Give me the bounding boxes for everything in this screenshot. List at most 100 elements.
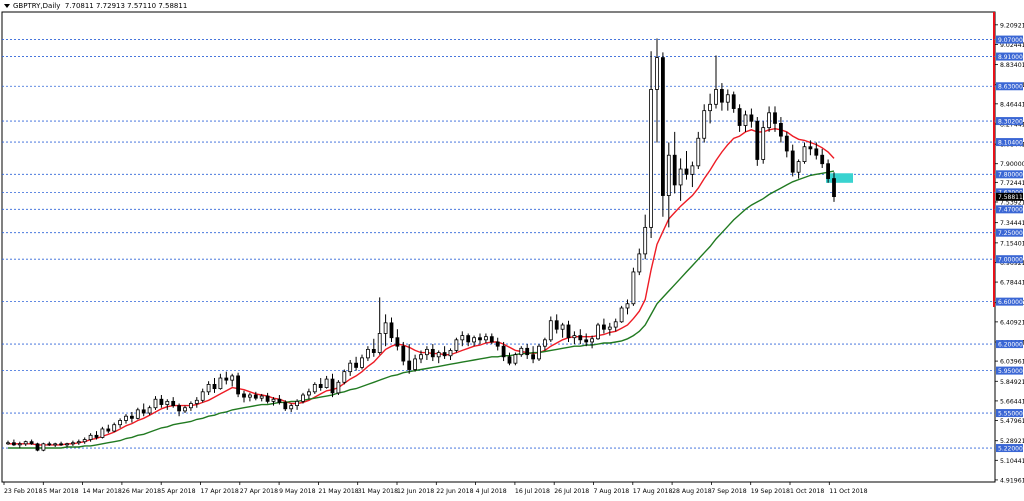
candle — [407, 344, 412, 374]
candle — [212, 378, 217, 393]
candle-body — [731, 94, 736, 109]
candle — [289, 403, 294, 412]
candle — [336, 380, 341, 396]
candle-body — [436, 352, 441, 358]
candle — [171, 397, 176, 408]
y-tick-label: 5.84921 — [1000, 379, 1024, 386]
candle — [259, 393, 264, 402]
y-tick-label: 5.10441 — [1000, 458, 1024, 465]
candle — [88, 433, 93, 442]
candle-body — [383, 322, 388, 334]
candle-body — [312, 383, 317, 393]
chart-header: GBPTRY,Daily 7.70811 7.72913 7.57110 7.5… — [4, 2, 187, 10]
candle-body — [194, 399, 199, 404]
candle — [65, 442, 69, 447]
candle — [135, 407, 140, 420]
candle-body — [466, 335, 471, 343]
candle — [767, 106, 771, 132]
candle-body — [537, 345, 541, 360]
candle-body — [324, 378, 329, 388]
candle — [306, 388, 311, 400]
level-tag-label: 8.63000 — [998, 84, 1023, 91]
candle-body — [6, 442, 10, 445]
y-tick-label: 5.47961 — [1000, 418, 1024, 425]
candle — [360, 354, 364, 370]
x-tick-label: 23 Feb 2018 — [4, 488, 43, 495]
candle — [578, 329, 583, 345]
candle-body — [82, 439, 87, 443]
level-tag — [996, 52, 1023, 61]
dropdown-triangle-icon[interactable] — [4, 4, 10, 8]
candle — [832, 172, 836, 202]
candle — [483, 333, 488, 344]
candle-body — [354, 362, 359, 368]
candle-body — [11, 442, 16, 446]
candle-body — [348, 362, 353, 373]
level-tag — [996, 117, 1023, 126]
candle-body — [696, 137, 701, 167]
candle-body — [572, 335, 577, 339]
y-tick-label: 7.34441 — [1000, 220, 1024, 227]
candle — [224, 371, 229, 385]
candle — [661, 52, 665, 217]
candle — [383, 314, 388, 347]
candle-body — [702, 110, 707, 139]
candle — [17, 441, 22, 449]
candle-body — [141, 409, 146, 414]
candle — [761, 121, 766, 164]
level-tag — [996, 255, 1023, 264]
candle — [100, 426, 105, 439]
candle — [124, 414, 128, 424]
candle — [802, 142, 807, 164]
ma-slow-line — [8, 170, 835, 449]
candle-body — [242, 393, 246, 398]
candle — [424, 346, 429, 360]
candle-body — [360, 357, 364, 368]
candle-body — [277, 398, 282, 403]
candle — [725, 89, 730, 111]
y-tick-label: 5.66441 — [1000, 398, 1024, 405]
candle — [543, 337, 547, 351]
y-tick-label: 6.40921 — [1000, 319, 1024, 326]
candle — [454, 337, 459, 353]
candle-body — [495, 341, 500, 347]
candle-body — [153, 398, 158, 409]
x-tick-label: 16 Jul 2018 — [515, 488, 550, 495]
level-tag-label: 7.47000 — [998, 207, 1023, 214]
candle — [566, 320, 571, 342]
candle — [584, 333, 589, 347]
candle — [602, 318, 606, 334]
candle — [371, 338, 376, 357]
x-tick-label: 26 Mar 2018 — [122, 488, 161, 495]
candle-body — [737, 108, 742, 126]
candle-body — [336, 381, 341, 394]
candle — [53, 442, 58, 447]
candle-body — [525, 347, 530, 356]
candle-body — [796, 161, 801, 173]
candle — [466, 333, 471, 347]
candle — [596, 322, 600, 340]
level-tag-label: 5.55000 — [998, 410, 1023, 417]
candle-body — [720, 89, 724, 103]
candle-body — [442, 352, 447, 357]
candle — [118, 418, 122, 428]
candle-body — [749, 114, 754, 122]
candle — [348, 359, 353, 376]
y-tick-label: 8.83401 — [1000, 62, 1024, 69]
level-tag-label: 6.20000 — [998, 341, 1023, 348]
candle-body — [94, 434, 99, 438]
candle — [814, 142, 819, 160]
ma-fast-line — [8, 127, 835, 446]
candle-body — [171, 400, 176, 407]
level-tag-label: 7.80000 — [998, 172, 1023, 179]
candle-body — [507, 356, 512, 364]
candle-body — [590, 338, 594, 343]
candle-body — [808, 146, 813, 150]
x-tick-label: 31 May 2018 — [358, 488, 398, 495]
candle-body — [655, 57, 659, 90]
candle — [507, 352, 512, 366]
candle — [6, 440, 10, 445]
candle — [389, 317, 394, 342]
candle-body — [41, 443, 46, 451]
